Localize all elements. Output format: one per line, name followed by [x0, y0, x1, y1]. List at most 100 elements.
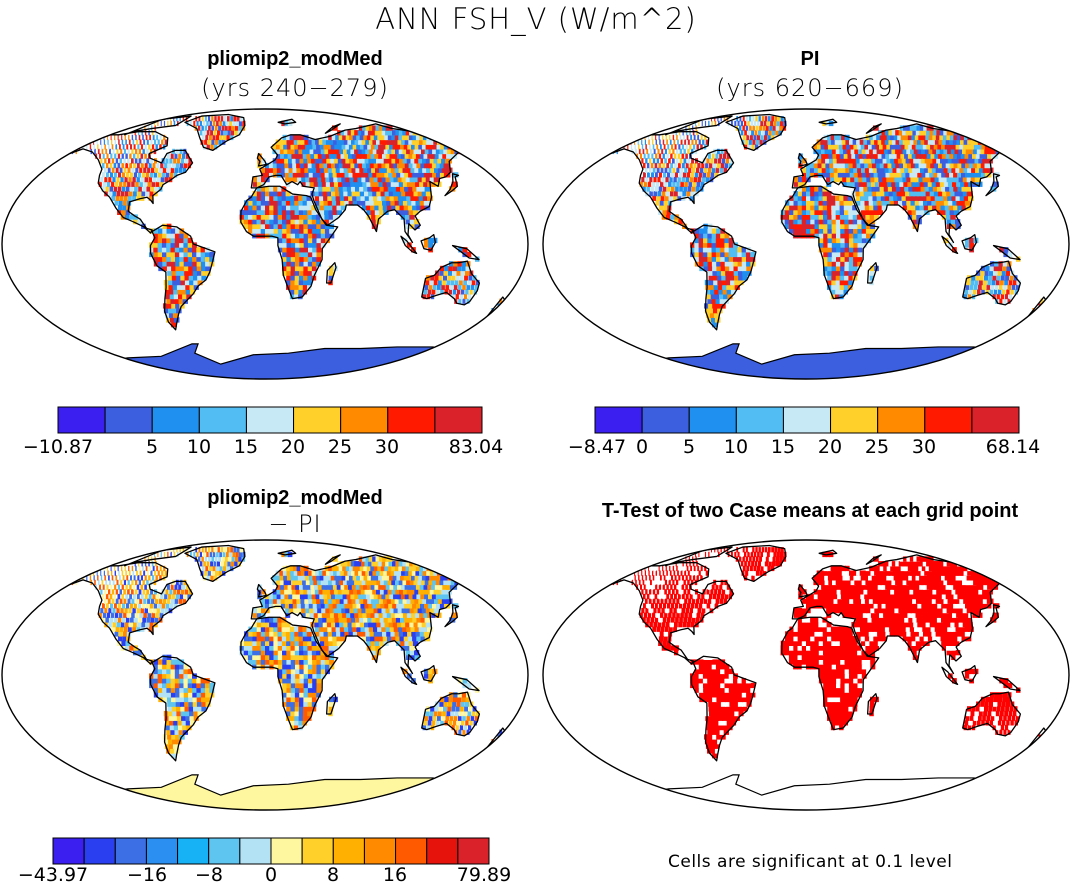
grid-cell: [810, 223, 816, 229]
grid-cell: [982, 167, 990, 173]
grid-cell: [154, 139, 157, 145]
grid-cell: [252, 631, 258, 637]
grid-cell: [310, 584, 316, 590]
grid-cell: [359, 191, 366, 197]
grid-cell: [403, 636, 410, 642]
grid-cell: [471, 279, 476, 286]
grid-cell: [277, 191, 283, 197]
grid-cell: [338, 575, 344, 581]
grid-cell: [435, 701, 440, 707]
grid-cell: [132, 584, 136, 590]
grid-cell: [393, 626, 400, 632]
grid-cell: [391, 158, 398, 164]
grid-cell: [835, 219, 841, 225]
grid-cell: [299, 682, 305, 689]
grid-cell: [761, 116, 765, 122]
grid-cell: [367, 130, 375, 136]
grid-cell: [283, 144, 288, 150]
grid-cell: [856, 214, 862, 220]
grid-cell: [754, 130, 758, 136]
grid-cell: [422, 195, 429, 201]
grid-cell: [403, 575, 411, 581]
grid-cell: [424, 148, 432, 155]
grid-cell: [992, 293, 996, 300]
grid-cell: [417, 622, 424, 628]
grid-cell: [291, 589, 297, 595]
grid-cell: [656, 167, 660, 173]
grid-cell: [179, 237, 184, 244]
grid-cell: [930, 153, 937, 159]
grid-cell: [329, 612, 336, 618]
grid-cell: [797, 186, 803, 192]
grid-cell: [296, 134, 302, 141]
grid-cell: [168, 715, 174, 721]
grid-cell: [904, 134, 911, 141]
grid-cell: [402, 158, 410, 164]
grid-cell: [175, 261, 181, 267]
grid-cell: [693, 176, 698, 183]
grid-cell: [357, 200, 363, 206]
grid-cell: [97, 579, 100, 586]
grid-cell: [100, 144, 103, 150]
grid-cell: [980, 172, 988, 178]
grid-cell: [835, 205, 841, 211]
grid-cell: [672, 148, 675, 155]
grid-cell: [320, 659, 326, 665]
grid-cell: [332, 172, 338, 178]
grid-cell: [1006, 289, 1010, 295]
grid-cell: [298, 289, 303, 295]
grid-cell: [357, 579, 364, 586]
grid-cell: [343, 570, 350, 576]
grid-cell: [793, 214, 799, 220]
grid-cell: [385, 607, 392, 614]
grid-cell: [844, 209, 849, 215]
grid-cell: [939, 181, 946, 187]
grid-cell: [913, 172, 919, 178]
grid-cell: [284, 603, 290, 609]
grid-cell: [842, 181, 848, 187]
grid-cell: [183, 579, 187, 586]
grid-cell: [865, 228, 871, 234]
grid-cell: [988, 148, 996, 155]
grid-cell: [427, 195, 433, 201]
grid-cell: [740, 130, 744, 136]
grid-cell: [196, 678, 202, 684]
grid-cell: [320, 645, 326, 651]
grid-cell: [384, 172, 391, 178]
grid-cell: [455, 293, 459, 300]
grid-cell: [388, 172, 395, 178]
grid-cell: [196, 682, 202, 689]
grid-cell: [878, 158, 885, 164]
grid-cell: [981, 289, 985, 295]
grid-cell: [969, 172, 976, 178]
grid-cell: [156, 134, 159, 141]
grid-cell: [179, 116, 181, 122]
grid-cell: [855, 191, 861, 197]
grid-cell: [243, 645, 249, 651]
grid-cell: [314, 195, 320, 201]
grid-cell: [670, 214, 675, 220]
grid-cell: [303, 270, 308, 276]
grid-cell: [389, 584, 396, 590]
grid-cell: [465, 575, 474, 581]
grid-cell: [346, 593, 353, 600]
grid-cell: [321, 153, 327, 159]
grid-cell: [171, 696, 177, 703]
grid-cell: [294, 209, 300, 215]
grid-cell: [872, 162, 878, 169]
grid-cell: [682, 191, 687, 197]
grid-cell: [707, 251, 713, 258]
grid-cell: [468, 134, 477, 141]
grid-cell: [205, 256, 210, 262]
grid-cell: [380, 191, 387, 197]
grid-cell: [307, 650, 313, 656]
grid-cell: [174, 247, 180, 253]
grid-cell: [702, 242, 708, 248]
grid-cell: [840, 228, 846, 234]
grid-cell: [184, 710, 191, 717]
grid-cell: [269, 622, 274, 628]
grid-cell: [311, 214, 317, 220]
grid-cell: [661, 191, 666, 197]
grid-cell: [869, 219, 875, 225]
grid-cell: [136, 162, 140, 169]
